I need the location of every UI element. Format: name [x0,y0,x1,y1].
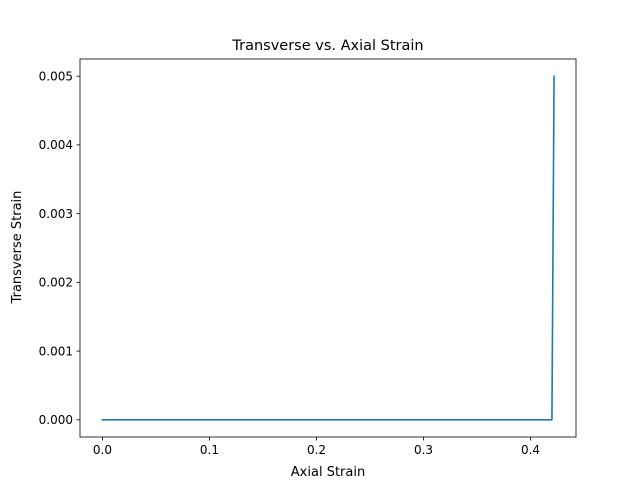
x-tick-label: 0.2 [307,443,326,457]
series-line [101,75,555,421]
series-layer [101,75,555,421]
y-axis-ticks: 0.000 0.001 0.002 0.003 0.004 0.005 [39,69,80,427]
x-tick-label: 0.1 [200,443,219,457]
x-tick-label: 0.3 [414,443,433,457]
x-axis-label: Axial Strain [291,465,365,480]
y-tick-label: 0.004 [39,138,73,152]
axes-layer [79,58,577,438]
y-tick-label: 0.005 [39,69,73,83]
y-axis-label: Transverse Strain [10,191,25,305]
x-axis-ticks: 0.0 0.1 0.2 0.3 0.4 [93,437,540,457]
x-tick-label: 0.4 [521,443,540,457]
y-tick-label: 0.001 [39,344,73,358]
y-tick-label: 0.002 [39,276,73,290]
y-tick-label: 0.000 [39,413,73,427]
y-tick-label: 0.003 [39,207,73,221]
x-tick-label: 0.0 [93,443,112,457]
plot-frame [79,58,577,438]
chart-title: Transverse vs. Axial Strain [231,38,423,54]
